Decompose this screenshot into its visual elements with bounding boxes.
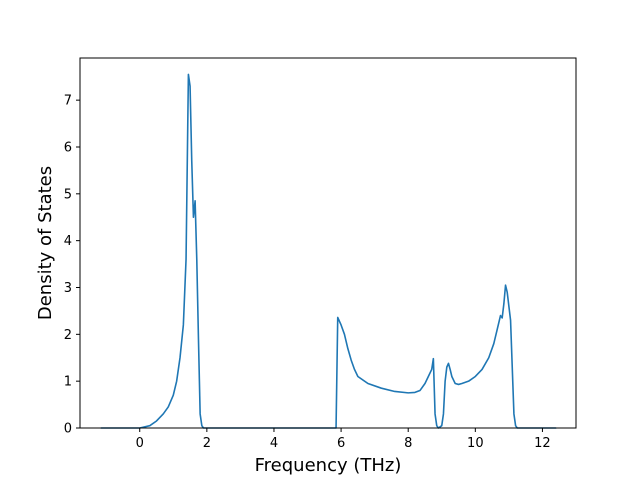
y-tick-label: 7	[64, 94, 72, 109]
dos-series-line	[100, 73, 557, 429]
y-axis: 0 1 2 3 4 5 6 7	[64, 94, 80, 437]
x-tick-label: 6	[337, 436, 345, 451]
x-axis-label: Frequency (THz)	[255, 455, 402, 476]
x-tick-label: 10	[467, 436, 484, 451]
x-axis: 0 2 4 6 8 10 12	[136, 428, 551, 451]
plot-frame	[79, 57, 577, 429]
x-tick-label: 8	[404, 436, 412, 451]
y-tick-label: 1	[64, 375, 72, 390]
y-tick-label: 3	[64, 281, 72, 296]
y-tick-label: 4	[64, 234, 72, 249]
y-axis-label: Density of States	[35, 166, 56, 320]
y-tick-label: 2	[64, 328, 72, 343]
y-tick-label: 0	[64, 422, 72, 437]
x-tick-label: 12	[534, 436, 551, 451]
y-tick-label: 5	[64, 187, 72, 202]
x-tick-label: 2	[203, 436, 211, 451]
x-tick-label: 0	[136, 436, 144, 451]
plot-marks	[100, 73, 557, 429]
y-tick-label: 6	[64, 140, 72, 155]
x-tick-label: 4	[270, 436, 278, 451]
plot-background	[80, 58, 576, 428]
